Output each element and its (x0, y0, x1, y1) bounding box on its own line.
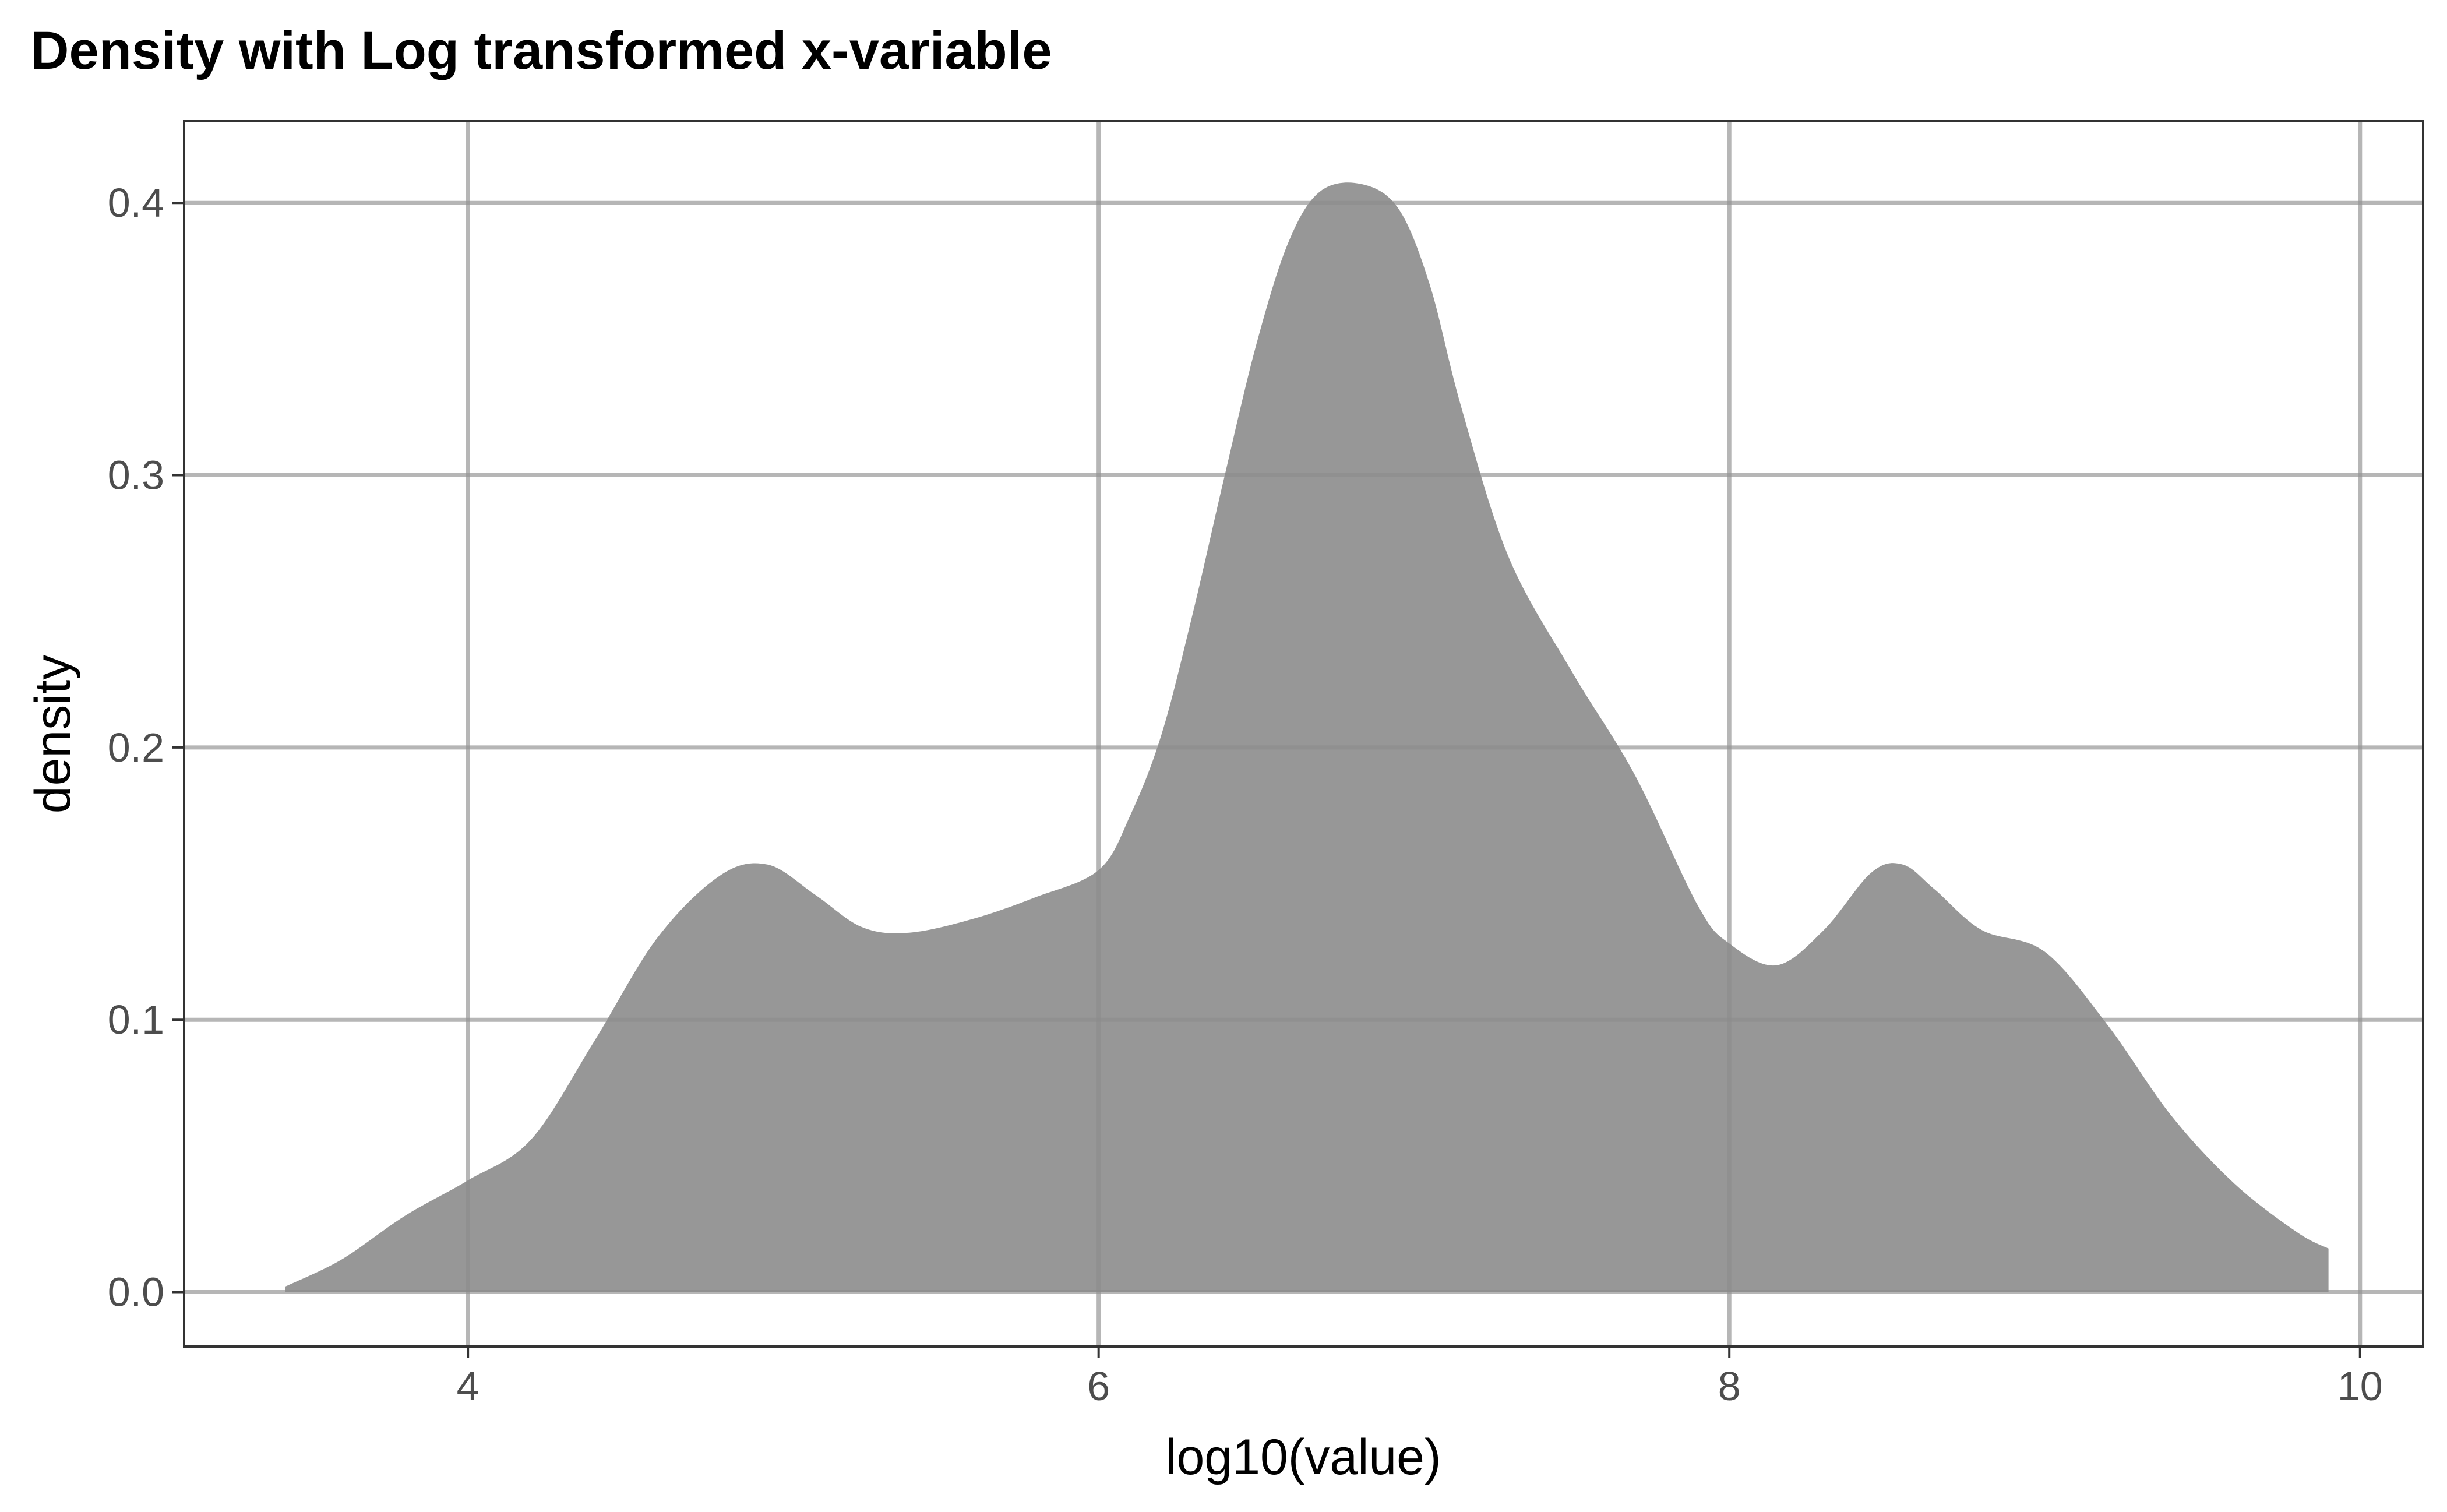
chart-title: Density with Log transformed x-variable (30, 21, 1052, 80)
x-tick-label: 8 (1718, 1363, 1741, 1409)
y-axis: 0.0 0.1 0.2 0.3 0.4 (108, 180, 184, 1315)
y-tick-label: 0.3 (108, 453, 164, 498)
x-tick-label: 6 (1087, 1363, 1110, 1409)
y-axis-label: density (25, 655, 81, 814)
x-axis: 4 6 8 10 (457, 1347, 2383, 1409)
y-tick-label: 0.0 (108, 1270, 164, 1315)
x-axis-label: log10(value) (1165, 1429, 1441, 1485)
plot-panel-border (183, 120, 2424, 1348)
x-tick-label: 10 (2337, 1363, 2383, 1409)
density-area (285, 182, 2329, 1292)
y-tick-label: 0.4 (108, 180, 164, 225)
y-tick-label: 0.1 (108, 997, 164, 1042)
x-tick-label: 4 (457, 1363, 479, 1409)
y-tick-label: 0.2 (108, 725, 164, 770)
grid-lines-overlay (184, 121, 2423, 1347)
